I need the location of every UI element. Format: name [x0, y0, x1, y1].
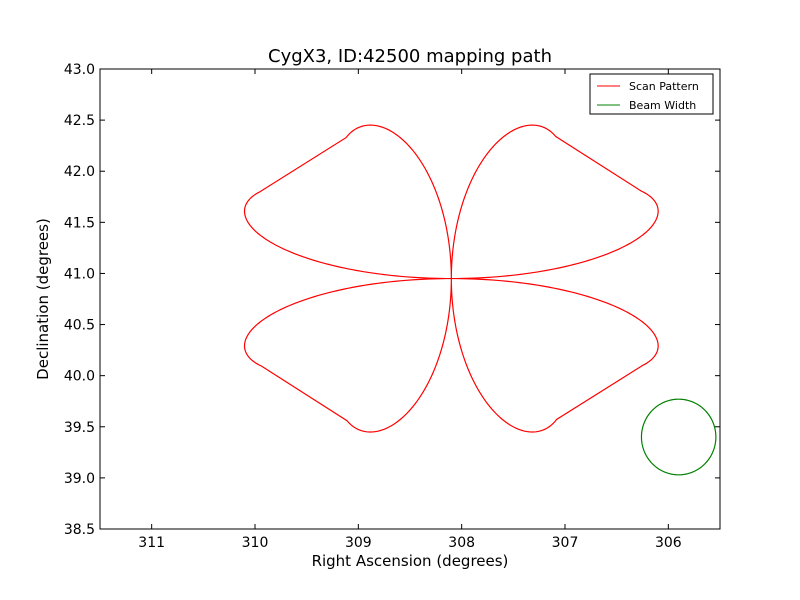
y-tick-label: 42.0	[64, 164, 95, 180]
y-tick-label: 40.5	[64, 318, 95, 334]
y-tick-label: 41.5	[64, 215, 95, 231]
y-tick-label: 43.0	[64, 62, 95, 78]
y-tick-label: 39.5	[64, 420, 95, 436]
series-scan-pattern	[243, 124, 659, 433]
series-beam-width	[640, 398, 717, 476]
x-tick-label: 306	[655, 535, 682, 551]
axes-ticks: 311 310 309 308 307 306 38.5 39.0 39.5 40.0 40.5 41…	[64, 62, 720, 551]
legend-label-beam-width: Beam Width	[629, 99, 696, 112]
x-tick-label: 310	[242, 535, 269, 551]
legend-box	[589, 73, 714, 115]
x-tick-label: 311	[138, 535, 165, 551]
x-axis-label: Right Ascension (degrees)	[312, 552, 509, 570]
y-tick-label: 38.5	[64, 522, 95, 538]
y-tick-label: 42.5	[64, 113, 95, 129]
y-tick-label: 39.0	[64, 471, 95, 487]
x-tick-label: 307	[552, 535, 579, 551]
y-tick-label: 40.0	[64, 369, 95, 385]
chart-title: CygX3, ID:42500 mapping path	[268, 46, 552, 67]
legend: Scan Pattern Beam Width	[589, 73, 714, 115]
legend-label-scan-pattern: Scan Pattern	[629, 80, 699, 93]
y-tick-label: 41.0	[64, 266, 95, 282]
plot-area	[243, 124, 717, 476]
x-tick-label: 308	[448, 535, 475, 551]
y-axis-label: Declination (degrees)	[34, 218, 52, 380]
x-tick-label: 309	[345, 535, 372, 551]
plot-frame	[99, 68, 721, 530]
